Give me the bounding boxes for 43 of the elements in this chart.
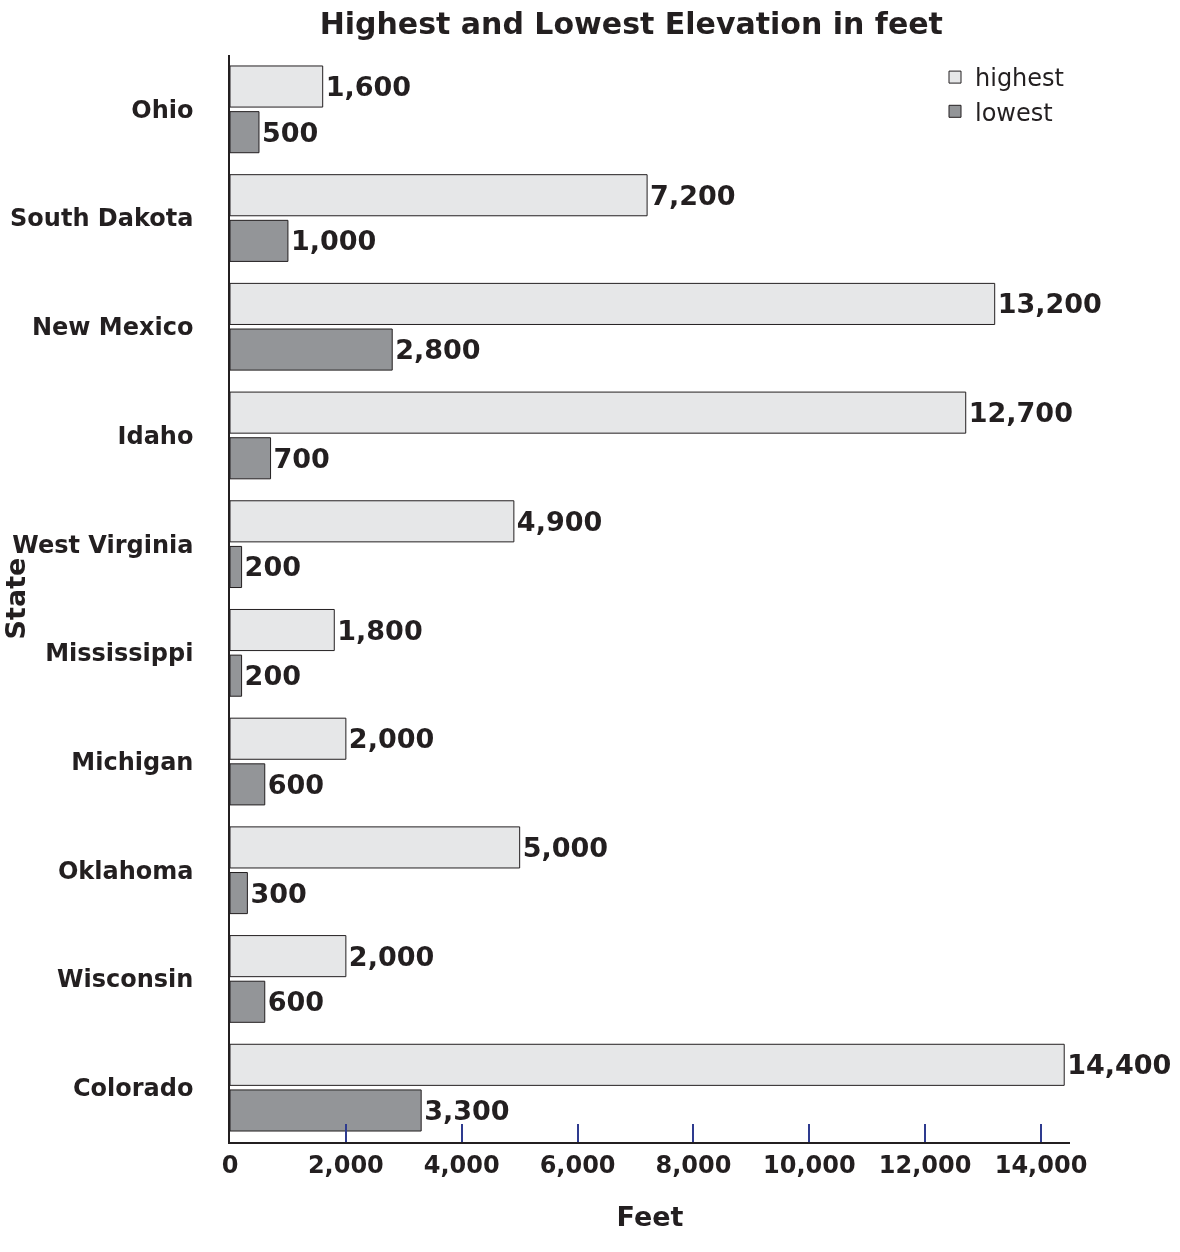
data-label: 5,000: [522, 831, 609, 863]
y-tick-label: Idaho: [117, 421, 194, 450]
y-tick-label: Oklahoma: [57, 856, 194, 885]
data-label: 700: [273, 442, 330, 474]
y-tick-label: South Dakota: [10, 204, 194, 233]
x-tick-label: 6,000: [539, 1150, 616, 1179]
x-tick-label: 8,000: [655, 1150, 732, 1179]
data-label: 13,200: [997, 288, 1102, 320]
x-axis-title: Feet: [616, 1201, 684, 1233]
data-label: 300: [250, 877, 307, 909]
legend-label: lowest: [975, 98, 1053, 127]
data-label: 3,300: [424, 1094, 510, 1126]
x-tick-label: 10,000: [763, 1150, 856, 1179]
y-tick-label: Mississippi: [45, 639, 194, 668]
data-label: 200: [244, 660, 301, 692]
y-tick-label: New Mexico: [31, 313, 194, 342]
x-tick-label: 2,000: [307, 1150, 384, 1179]
y-axis-title: State: [0, 557, 31, 640]
data-label: 1,000: [290, 225, 377, 257]
data-label: 200: [244, 551, 301, 583]
legend-label: highest: [975, 64, 1065, 93]
data-label: 7,200: [650, 179, 736, 211]
data-label: 2,800: [395, 334, 481, 366]
y-tick-label: Colorado: [72, 1074, 194, 1103]
data-label: 1,600: [325, 71, 412, 103]
data-label: 1,800: [337, 614, 423, 646]
chart-title: Highest and Lowest Elevation in feet: [319, 5, 943, 41]
data-label: 2,000: [348, 723, 435, 755]
y-tick-label: Wisconsin: [57, 965, 194, 994]
y-tick-label: Michigan: [71, 747, 194, 776]
data-label: 500: [261, 116, 319, 148]
y-tick-label: Ohio: [131, 95, 194, 124]
data-label: 12,700: [968, 397, 1073, 429]
data-label: 600: [267, 986, 325, 1018]
x-tick-label: 0: [221, 1150, 239, 1179]
x-tick-label: 14,000: [994, 1150, 1088, 1179]
x-tick-label: 4,000: [423, 1150, 500, 1179]
y-tick-label: West Virginia: [12, 530, 194, 559]
data-label: 2,000: [348, 940, 435, 972]
data-label: 4,900: [516, 505, 603, 537]
data-label: 14,400: [1067, 1049, 1172, 1081]
x-tick-label: 12,000: [878, 1150, 972, 1179]
data-label: 600: [267, 768, 325, 800]
